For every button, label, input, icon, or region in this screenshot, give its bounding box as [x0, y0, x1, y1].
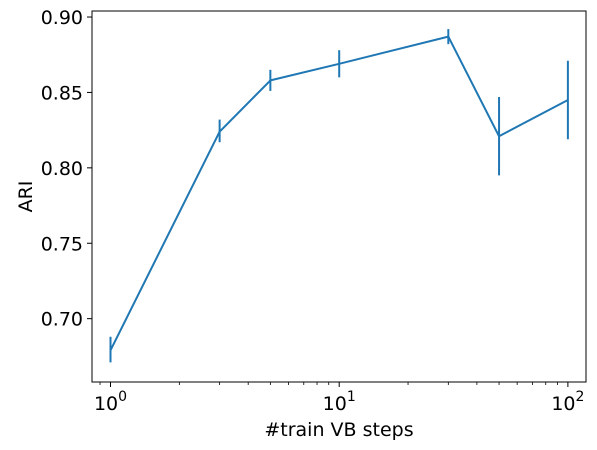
y-axis: 0.70 0.75 0.80 0.85 0.90 — [41, 7, 92, 331]
series-line — [109, 35, 569, 351]
x-tick-exponent: 2 — [576, 389, 585, 405]
x-tick-label: 102 — [551, 389, 584, 415]
x-tick-label: 101 — [323, 389, 356, 415]
x-tick-label: 100 — [94, 389, 127, 415]
x-tick-base: 10 — [551, 393, 575, 415]
y-tick-label: 0.90 — [41, 7, 83, 29]
y-tick-label: 0.75 — [41, 233, 83, 255]
y-tick-label: 0.80 — [41, 158, 83, 180]
x-axis: 100 101 102 — [94, 382, 584, 415]
series-layer — [109, 29, 569, 363]
x-tick-base: 10 — [323, 393, 347, 415]
y-tick-label: 0.70 — [41, 309, 83, 331]
x-axis-title: #train VB steps — [264, 419, 413, 441]
y-axis-title: ARI — [15, 181, 37, 213]
x-tick-exponent: 1 — [347, 389, 356, 405]
x-tick-base: 10 — [94, 393, 118, 415]
x-tick-exponent: 0 — [118, 389, 127, 405]
y-tick-label: 0.85 — [41, 82, 83, 104]
